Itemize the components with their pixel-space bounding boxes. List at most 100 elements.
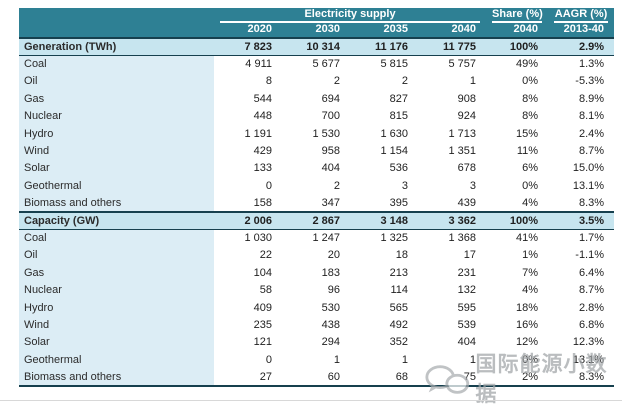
year-2030-header: 2030 (282, 23, 350, 38)
table-row: Geothermal 0 2 3 3 0% 13.1% (19, 177, 615, 195)
value-cell: 0% (486, 177, 549, 195)
value-cell: 1 368 (418, 229, 487, 247)
value-cell: 1 247 (282, 229, 350, 247)
value-cell: 15.0% (548, 159, 615, 178)
table-row: Oil 8 2 2 1 0% -5.3% (19, 72, 615, 91)
row-label: Biomass and others (19, 194, 214, 212)
value-cell: 133 (214, 159, 282, 178)
value-cell: 924 (418, 107, 487, 125)
table-body: Generation (TWh) 7 823 10 314 11 176 11 775 1… (19, 36, 615, 387)
header-group-row: Electricity supply Share (%) AAGR (%) (19, 8, 615, 23)
value-cell: 2 (350, 72, 418, 91)
value-cell: 1.3% (548, 55, 615, 73)
value-cell: 3 148 (350, 210, 418, 230)
aagr-heading: AAGR (%) (554, 8, 609, 23)
row-label: Generation (TWh) (19, 36, 214, 56)
value-cell: 4% (486, 281, 549, 299)
value-cell: 68 (350, 368, 418, 387)
value-cell: 694 (282, 90, 350, 108)
row-label: Hydro (19, 124, 214, 143)
value-cell: 3.5% (548, 210, 615, 230)
value-cell: 439 (418, 194, 487, 212)
value-cell: 6% (486, 159, 549, 178)
electricity-supply-heading: Electricity supply (220, 8, 481, 23)
value-cell: 347 (282, 194, 350, 212)
table-row: Gas 104 183 213 231 7% 6.4% (19, 264, 615, 282)
value-cell: 10 314 (282, 36, 350, 56)
header-share-cell: Share (%) (486, 8, 549, 23)
row-label: Oil (19, 72, 214, 91)
value-cell: 958 (282, 142, 350, 160)
value-cell: 1 630 (350, 124, 418, 143)
table-row: Gas 544 694 827 908 8% 8.9% (19, 90, 615, 108)
value-cell: 121 (214, 333, 282, 352)
value-cell: 11 775 (418, 36, 487, 56)
value-cell: 2 006 (214, 210, 282, 230)
year-2020-header: 2020 (214, 23, 282, 38)
value-cell: 183 (282, 264, 350, 282)
table-row: Solar 133 404 536 678 6% 15.0% (19, 159, 615, 178)
value-cell: 5 677 (282, 55, 350, 73)
value-cell: 75 (418, 368, 487, 387)
value-cell: 231 (418, 264, 487, 282)
row-label: Gas (19, 90, 214, 108)
row-label: Nuclear (19, 107, 214, 125)
value-cell: 2 (282, 177, 350, 195)
row-label: Solar (19, 333, 214, 352)
header-empty-cell (19, 23, 214, 38)
value-cell: 7 823 (214, 36, 282, 56)
value-cell: 8% (486, 107, 549, 125)
year-2035-header: 2035 (350, 23, 418, 38)
value-cell: 409 (214, 298, 282, 317)
value-cell: 2.8% (548, 298, 615, 317)
value-cell: 8.1% (548, 107, 615, 125)
table-row: Coal 4 911 5 677 5 815 5 757 49% 1.3% (19, 55, 615, 73)
row-label: Geothermal (19, 177, 214, 195)
value-cell: 1 191 (214, 124, 282, 143)
value-cell: 27 (214, 368, 282, 387)
value-cell: 4% (486, 194, 549, 212)
row-label: Coal (19, 55, 214, 73)
value-cell: 3 362 (418, 210, 487, 230)
value-cell: 678 (418, 159, 487, 178)
value-cell: 4 911 (214, 55, 282, 73)
value-cell: 58 (214, 281, 282, 299)
value-cell: 20 (282, 246, 350, 265)
value-cell: 16% (486, 316, 549, 334)
row-label: Coal (19, 229, 214, 247)
table-row: Hydro 1 191 1 530 1 630 1 713 15% 2.4% (19, 124, 615, 143)
value-cell: 565 (350, 298, 418, 317)
value-cell: 100% (486, 36, 549, 56)
value-cell: 6.8% (548, 316, 615, 334)
header-aagr-cell: AAGR (%) (548, 8, 615, 23)
value-cell: 5 757 (418, 55, 487, 73)
value-cell: 2 (282, 72, 350, 91)
bottom-divider (0, 400, 622, 401)
value-cell: 544 (214, 90, 282, 108)
value-cell: 1 (350, 351, 418, 369)
table-row: Wind 235 438 492 539 16% 6.8% (19, 316, 615, 334)
value-cell: 8.9% (548, 90, 615, 108)
table-row: Wind 429 958 1 154 1 351 11% 8.7% (19, 142, 615, 160)
value-cell: 41% (486, 229, 549, 247)
value-cell: 15% (486, 124, 549, 143)
value-cell: 827 (350, 90, 418, 108)
value-cell: 1 (418, 72, 487, 91)
table-row: Solar 121 294 352 404 12% 12.3% (19, 333, 615, 352)
header-corner-cell (19, 8, 214, 23)
value-cell: -1.1% (548, 246, 615, 265)
value-cell: 404 (282, 159, 350, 178)
value-cell: 13.1% (548, 177, 615, 195)
value-cell: 1 030 (214, 229, 282, 247)
value-cell: 8% (486, 90, 549, 108)
value-cell: 100% (486, 210, 549, 230)
section-header-row: Capacity (GW) 2 006 2 867 3 148 3 362 100% 3.5… (19, 210, 615, 230)
value-cell: 404 (418, 333, 487, 352)
header-year-row: 2020 2030 2035 2040 2040 2013-40 (19, 23, 615, 38)
table-header: Electricity supply Share (%) AAGR (%) 20… (19, 8, 615, 38)
value-cell: 536 (350, 159, 418, 178)
value-cell: 530 (282, 298, 350, 317)
value-cell: 235 (214, 316, 282, 334)
value-cell: 8.3% (548, 368, 615, 387)
row-label: Geothermal (19, 351, 214, 369)
